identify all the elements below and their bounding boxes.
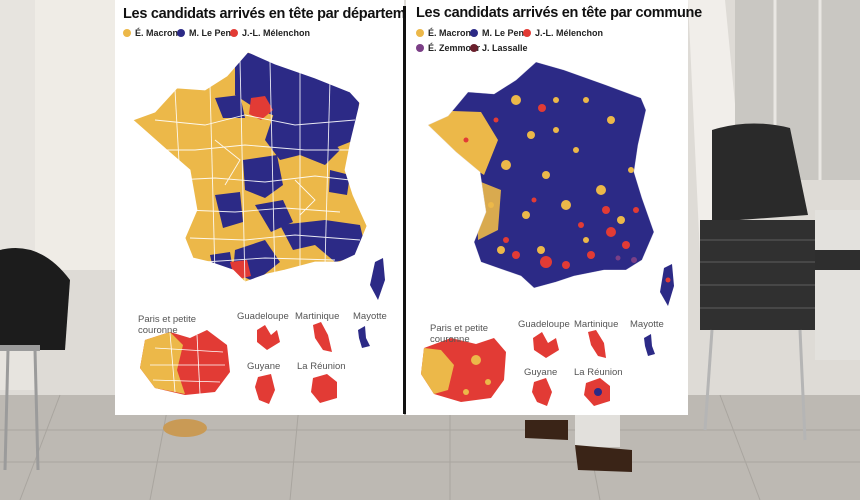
department-map-title: Les candidats arrivés en tête par départ… xyxy=(123,6,427,22)
martinique-label: Martinique xyxy=(574,319,619,330)
guadeloupe-inset xyxy=(533,332,559,358)
commune-map-title: Les candidats arrivés en tête par commun… xyxy=(416,5,702,21)
legend-macron-swatch xyxy=(416,29,424,37)
guyane-label: Guyane xyxy=(247,361,281,372)
martinique-inset xyxy=(313,322,332,352)
reunion-label: La Réunion xyxy=(574,367,623,378)
paris-label: Paris et petite couronne xyxy=(430,323,489,345)
mayotte-inset xyxy=(644,334,655,356)
legend-macron-swatch xyxy=(123,29,131,37)
guadeloupe-inset xyxy=(257,325,280,350)
mayotte-label: Mayotte xyxy=(630,319,664,330)
department-map-panel: Les candidats arrivés en tête par départ… xyxy=(115,0,427,415)
legend-lassalle-swatch xyxy=(470,44,478,52)
reunion-label: La Réunion xyxy=(297,361,346,372)
guadeloupe-label: Guadeloupe xyxy=(237,311,289,322)
legend-lepen-swatch xyxy=(177,29,185,37)
mayotte-label: Mayotte xyxy=(353,311,387,322)
martinique-inset xyxy=(588,330,606,358)
legend-zemmour: É. Zemmour xyxy=(416,43,480,53)
department-map xyxy=(132,51,385,404)
corsica xyxy=(660,264,674,306)
commune-map xyxy=(421,61,674,406)
legend-lepen: M. Le Pen xyxy=(177,28,231,38)
panel-divider xyxy=(403,6,406,414)
metropole-departments xyxy=(132,51,368,283)
commune-map-panel: Les candidats arrivés en tête par commun… xyxy=(406,0,702,415)
legend-melenchon-swatch xyxy=(230,29,238,37)
corsica xyxy=(370,258,385,300)
guadeloupe-label: Guadeloupe xyxy=(518,319,570,330)
paris-label: Paris et petite couronne xyxy=(138,314,197,336)
legend-lepen: M. Le Pen xyxy=(470,28,524,38)
guyane-label: Guyane xyxy=(524,367,558,378)
legend-lassalle: J. Lassalle xyxy=(470,43,528,53)
legend-melenchon-swatch xyxy=(523,29,531,37)
guyane-inset xyxy=(255,374,275,404)
reunion-inset xyxy=(311,374,337,403)
mayotte-inset xyxy=(358,326,370,348)
metropole-communes xyxy=(427,61,655,289)
legend-macron: É. Macron xyxy=(416,28,471,38)
legend-melenchon: J.-L. Mélenchon xyxy=(523,28,603,38)
legend-melenchon: J.-L. Mélenchon xyxy=(230,28,310,38)
legend-lepen-swatch xyxy=(470,29,478,37)
legend-zemmour-swatch xyxy=(416,44,424,52)
guyane-inset xyxy=(532,378,552,406)
legend-macron: É. Macron xyxy=(123,28,178,38)
martinique-label: Martinique xyxy=(295,311,340,322)
